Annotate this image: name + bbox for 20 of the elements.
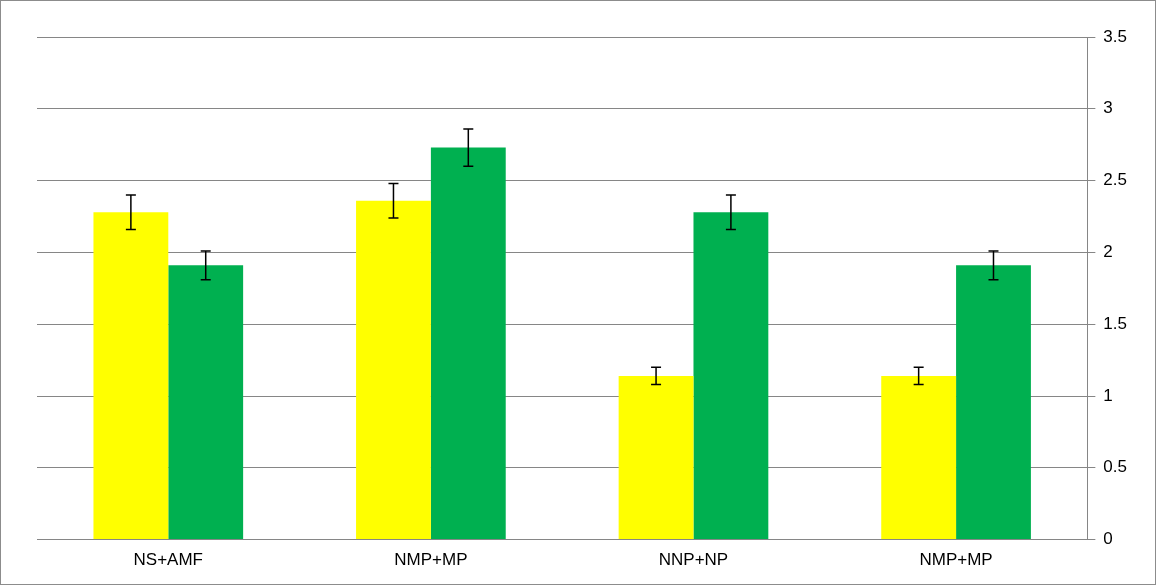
x-tick-label: NNP+NP bbox=[658, 550, 729, 570]
bar bbox=[881, 375, 957, 540]
y-tick-label: 2.5 bbox=[1103, 170, 1128, 190]
y-tick-label: 1 bbox=[1103, 385, 1113, 405]
bar bbox=[618, 375, 694, 540]
y-tick-label: 0 bbox=[1103, 529, 1113, 549]
bar bbox=[430, 147, 506, 540]
bar bbox=[93, 212, 169, 540]
y-tick-label: 3 bbox=[1103, 98, 1113, 118]
y-tick-label: 2 bbox=[1103, 242, 1113, 262]
y-tick-label: 0.5 bbox=[1103, 457, 1128, 477]
bar bbox=[168, 265, 244, 540]
x-tick-label: NMP+MP bbox=[919, 550, 993, 570]
bar bbox=[693, 212, 769, 540]
y-tick-label: 3.5 bbox=[1103, 26, 1128, 46]
x-tick-label: NS+AMF bbox=[133, 550, 204, 570]
y-tick-label: 1.5 bbox=[1103, 313, 1128, 333]
bar bbox=[956, 265, 1031, 540]
x-tick-label: NMP+MP bbox=[394, 550, 468, 570]
bar bbox=[356, 200, 431, 540]
